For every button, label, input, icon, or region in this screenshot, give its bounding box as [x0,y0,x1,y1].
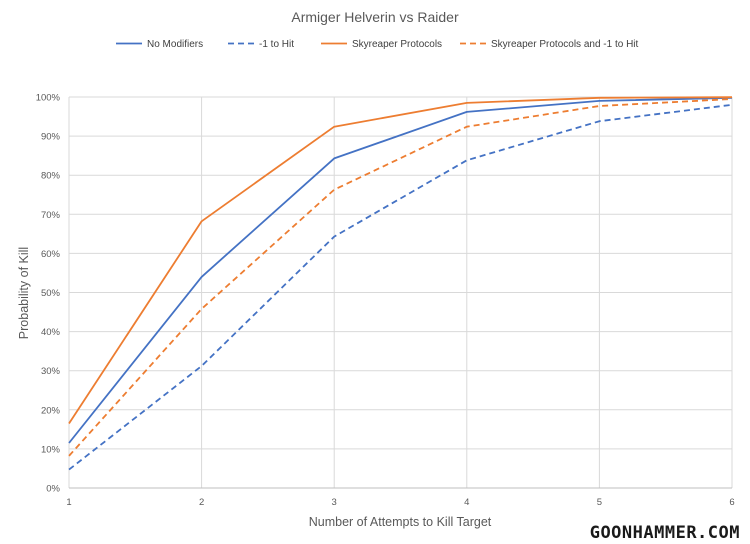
x-tick-label: 1 [66,497,71,508]
series-line [68,98,733,457]
y-tick-label: 10% [41,444,61,455]
x-axis-title: Number of Attempts to Kill Target [309,515,492,529]
axes: 0% 10% 20% 30% 40% 50% 60% 70% 80% 90% 100% 1 2 3 4 5 6 [36,93,735,509]
y-tick-label: 0% [46,484,60,495]
legend-label: No Modifiers [147,39,203,50]
site-watermark: GOONHAMMER.COM [590,523,740,543]
y-tick-label: 50% [41,288,61,299]
series-lines [68,96,733,471]
x-tick-label: 6 [729,497,734,508]
x-tick-label: 2 [199,497,204,508]
y-axis-title: Probability of Kill [17,247,31,339]
legend-label: -1 to Hit [259,39,294,50]
y-tick-label: 100% [36,93,61,104]
x-tick-label: 5 [597,497,602,508]
series-line [68,96,733,444]
y-tick-label: 40% [41,327,61,338]
x-tick-label: 4 [464,497,469,508]
chart-title: Armiger Helverin vs Raider [291,9,459,25]
y-tick-label: 70% [41,210,61,221]
legend-label: Skyreaper Protocols and -1 to Hit [491,39,639,50]
legend: No Modifiers -1 to Hit Skyreaper Protocols… [116,39,639,50]
series-line [68,103,733,471]
legend-label: Skyreaper Protocols [352,39,442,50]
gridlines [68,96,733,489]
x-tick-label: 3 [332,497,337,508]
y-tick-label: 80% [41,171,61,182]
y-tick-label: 60% [41,249,61,260]
y-tick-label: 20% [41,405,61,416]
y-tick-label: 90% [41,132,61,143]
y-tick-label: 30% [41,366,61,377]
series-line [68,96,733,424]
